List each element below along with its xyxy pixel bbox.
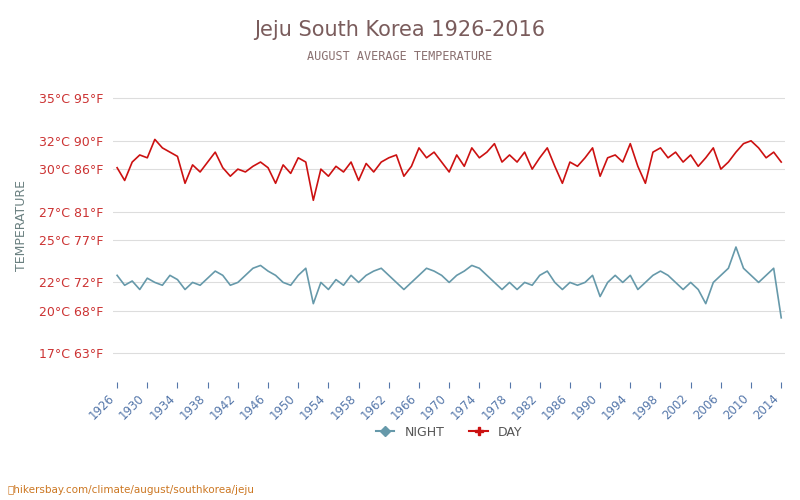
Legend: NIGHT, DAY: NIGHT, DAY [370,421,528,444]
Text: Jeju South Korea 1926-2016: Jeju South Korea 1926-2016 [254,20,546,40]
Text: AUGUST AVERAGE TEMPERATURE: AUGUST AVERAGE TEMPERATURE [307,50,493,63]
Y-axis label: TEMPERATURE: TEMPERATURE [15,180,28,272]
Text: 📍hikersbay.com/climate/august/southkorea/jeju: 📍hikersbay.com/climate/august/southkorea… [8,485,255,495]
